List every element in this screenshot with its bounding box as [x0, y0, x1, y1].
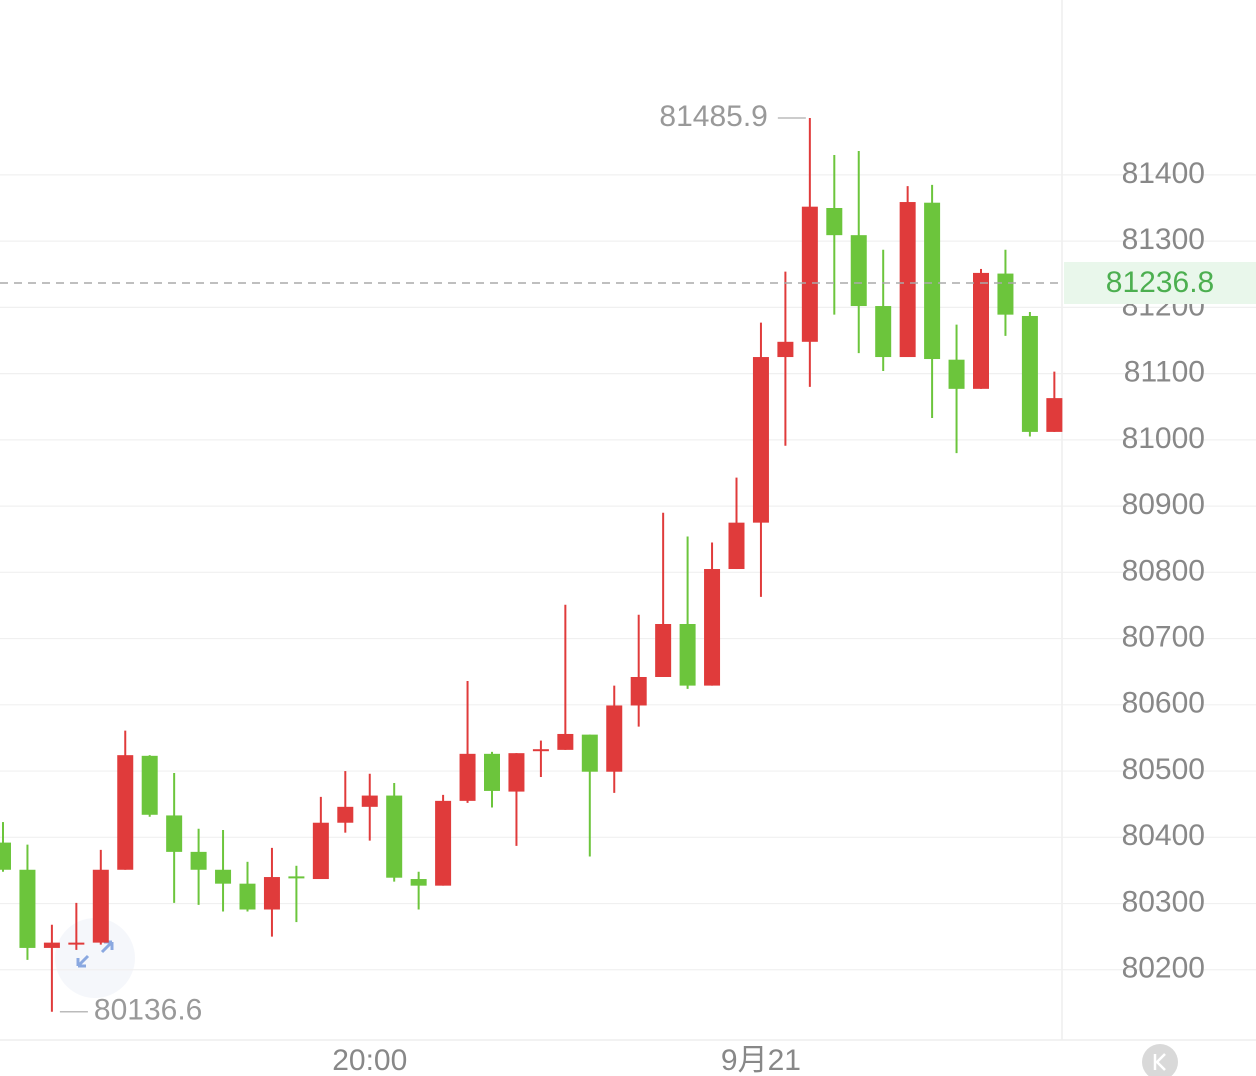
candle-body — [997, 273, 1014, 315]
candle-body — [68, 942, 85, 945]
expand-icon-bg — [55, 918, 135, 998]
candle-body — [166, 815, 183, 852]
candle-body — [484, 753, 500, 791]
candle-body — [606, 705, 623, 772]
candle-body — [1021, 315, 1038, 432]
candle-body — [92, 869, 109, 943]
candle-body — [728, 522, 745, 570]
y-tick-label: 80300 — [1122, 885, 1205, 918]
candle-body — [263, 877, 280, 910]
y-tick-label: 80400 — [1122, 819, 1205, 852]
candle-body — [948, 359, 965, 389]
expand-icon[interactable] — [55, 918, 135, 998]
candle-body — [850, 235, 867, 307]
candle-body — [312, 822, 329, 880]
y-tick-label: 81000 — [1122, 422, 1205, 455]
y-tick-label: 80500 — [1122, 753, 1205, 786]
max-label: 81485.9 — [659, 100, 767, 133]
candle-body — [386, 795, 403, 878]
candle-body — [43, 942, 60, 948]
y-tick-label: 81300 — [1122, 223, 1205, 256]
candle-body — [777, 341, 794, 358]
candle-body — [924, 202, 941, 360]
last-price-label: 81236.8 — [1106, 266, 1214, 299]
candle-body — [630, 676, 647, 706]
candle-body — [239, 883, 256, 910]
candle-body — [19, 869, 36, 948]
min-label: 80136.6 — [94, 994, 202, 1027]
candle-body — [288, 876, 305, 879]
y-tick-label: 80200 — [1122, 952, 1205, 985]
candle-body — [141, 755, 158, 815]
candle-body — [435, 800, 452, 886]
candle-body — [679, 624, 696, 686]
grid — [0, 174, 1256, 971]
candle-body — [752, 357, 769, 523]
y-tick-label: 80700 — [1122, 620, 1205, 653]
candle-body — [337, 806, 354, 823]
candle-body — [532, 749, 549, 752]
candle-body — [1046, 398, 1063, 432]
candle-body — [581, 734, 598, 772]
candle-body — [361, 795, 378, 807]
k-button-glyph — [1153, 1053, 1166, 1071]
y-tick-label: 80600 — [1122, 687, 1205, 720]
candle-body — [557, 733, 574, 750]
candle-body — [704, 569, 721, 686]
candle-body — [459, 753, 476, 801]
y-tick-label: 80900 — [1122, 488, 1205, 521]
candle-body — [215, 869, 232, 884]
candle-body — [655, 624, 672, 677]
candle-body — [826, 208, 843, 236]
last-price-tag — [1064, 261, 1256, 304]
candle-body — [0, 842, 11, 870]
x-tick-label: 20:00 — [332, 1044, 407, 1076]
x-tick-label: 9月21 — [721, 1044, 801, 1076]
y-tick-label: 81400 — [1122, 157, 1205, 190]
y-tick-label: 80800 — [1122, 554, 1205, 587]
candle-body — [410, 879, 427, 886]
candle-body — [508, 753, 525, 792]
candle-body — [117, 755, 134, 870]
k-button[interactable] — [1142, 1044, 1178, 1076]
candle-body — [899, 202, 916, 358]
candle-body — [973, 272, 989, 389]
candle-body — [875, 306, 892, 358]
expand-arrows — [76, 940, 114, 968]
y-tick-label: 81100 — [1124, 356, 1205, 389]
candle-body — [190, 851, 207, 870]
candle-body — [801, 206, 818, 342]
